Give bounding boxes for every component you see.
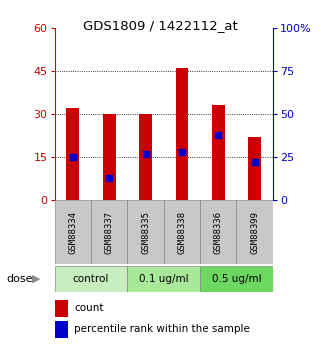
Point xyxy=(216,132,221,137)
Bar xyxy=(66,108,79,200)
Bar xyxy=(200,200,237,264)
Text: GSM88335: GSM88335 xyxy=(141,210,150,254)
Bar xyxy=(127,200,164,264)
Bar xyxy=(55,266,127,292)
Bar xyxy=(139,114,152,200)
Text: GSM88334: GSM88334 xyxy=(68,210,77,254)
Text: percentile rank within the sample: percentile rank within the sample xyxy=(74,324,250,334)
Bar xyxy=(164,200,200,264)
Bar xyxy=(55,321,68,338)
Point xyxy=(252,159,257,165)
Text: 0.5 ug/ml: 0.5 ug/ml xyxy=(212,274,261,284)
Bar xyxy=(237,200,273,264)
Text: GSM88337: GSM88337 xyxy=(105,210,114,254)
Text: count: count xyxy=(74,303,104,313)
Bar xyxy=(212,105,225,200)
Bar xyxy=(91,200,127,264)
Bar xyxy=(200,266,273,292)
Bar xyxy=(55,300,68,317)
Bar xyxy=(248,137,261,200)
Point xyxy=(143,151,148,156)
Text: GSM88336: GSM88336 xyxy=(214,210,223,254)
Bar xyxy=(103,114,116,200)
Bar xyxy=(127,266,200,292)
Point xyxy=(179,149,185,155)
Point xyxy=(107,175,112,180)
Text: control: control xyxy=(73,274,109,284)
Bar xyxy=(55,200,91,264)
Text: GSM88338: GSM88338 xyxy=(178,210,187,254)
Bar xyxy=(176,68,188,200)
Text: ▶: ▶ xyxy=(32,274,40,284)
Text: GSM88399: GSM88399 xyxy=(250,210,259,254)
Point xyxy=(70,154,75,160)
Text: dose: dose xyxy=(6,274,33,284)
Text: GDS1809 / 1422112_at: GDS1809 / 1422112_at xyxy=(83,19,238,32)
Text: 0.1 ug/ml: 0.1 ug/ml xyxy=(139,274,188,284)
